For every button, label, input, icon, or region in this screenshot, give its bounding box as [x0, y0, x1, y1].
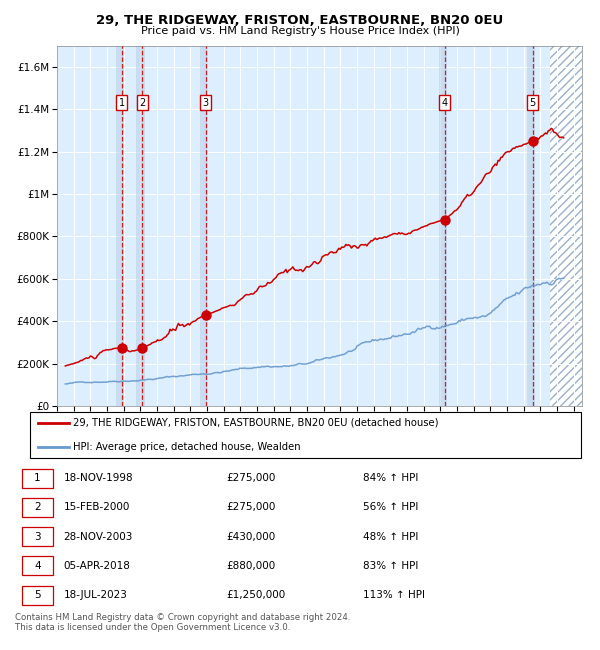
- Text: 15-FEB-2000: 15-FEB-2000: [64, 502, 130, 512]
- Text: 1: 1: [34, 473, 41, 483]
- FancyBboxPatch shape: [22, 498, 53, 517]
- Text: £880,000: £880,000: [226, 561, 275, 571]
- Text: £275,000: £275,000: [226, 502, 275, 512]
- Bar: [136, 46, 145, 406]
- Text: 56% ↑ HPI: 56% ↑ HPI: [362, 502, 418, 512]
- Text: HPI: Average price, detached house, Wealden: HPI: Average price, detached house, Weal…: [73, 442, 301, 452]
- Text: 28-NOV-2003: 28-NOV-2003: [64, 532, 133, 541]
- Text: £275,000: £275,000: [226, 473, 275, 483]
- Text: 113% ↑ HPI: 113% ↑ HPI: [362, 590, 425, 600]
- Text: 18-JUL-2023: 18-JUL-2023: [64, 590, 127, 600]
- Text: 29, THE RIDGEWAY, FRISTON, EASTBOURNE, BN20 0EU: 29, THE RIDGEWAY, FRISTON, EASTBOURNE, B…: [97, 14, 503, 27]
- Text: 48% ↑ HPI: 48% ↑ HPI: [362, 532, 418, 541]
- Text: 84% ↑ HPI: 84% ↑ HPI: [362, 473, 418, 483]
- Bar: [116, 46, 124, 406]
- Text: 18-NOV-1998: 18-NOV-1998: [64, 473, 133, 483]
- Bar: [200, 46, 208, 406]
- FancyBboxPatch shape: [30, 411, 581, 458]
- Text: 3: 3: [34, 532, 41, 541]
- Text: 4: 4: [442, 98, 448, 108]
- Text: £430,000: £430,000: [226, 532, 275, 541]
- Text: 29, THE RIDGEWAY, FRISTON, EASTBOURNE, BN20 0EU (detached house): 29, THE RIDGEWAY, FRISTON, EASTBOURNE, B…: [73, 418, 439, 428]
- Text: Price paid vs. HM Land Registry's House Price Index (HPI): Price paid vs. HM Land Registry's House …: [140, 26, 460, 36]
- Text: 05-APR-2018: 05-APR-2018: [64, 561, 130, 571]
- Text: 1: 1: [119, 98, 125, 108]
- Bar: [439, 46, 447, 406]
- Text: Contains HM Land Registry data © Crown copyright and database right 2024.
This d: Contains HM Land Registry data © Crown c…: [15, 613, 350, 632]
- Text: 3: 3: [202, 98, 209, 108]
- Text: 5: 5: [34, 590, 41, 600]
- Bar: [527, 46, 535, 406]
- Text: 4: 4: [34, 561, 41, 571]
- FancyBboxPatch shape: [22, 527, 53, 546]
- FancyBboxPatch shape: [22, 556, 53, 575]
- Bar: [550, 46, 590, 406]
- Bar: [550, 46, 590, 406]
- Text: £1,250,000: £1,250,000: [226, 590, 285, 600]
- Text: 83% ↑ HPI: 83% ↑ HPI: [362, 561, 418, 571]
- Text: 2: 2: [34, 502, 41, 512]
- Text: 2: 2: [139, 98, 145, 108]
- FancyBboxPatch shape: [22, 469, 53, 488]
- FancyBboxPatch shape: [22, 586, 53, 604]
- Text: 5: 5: [530, 98, 536, 108]
